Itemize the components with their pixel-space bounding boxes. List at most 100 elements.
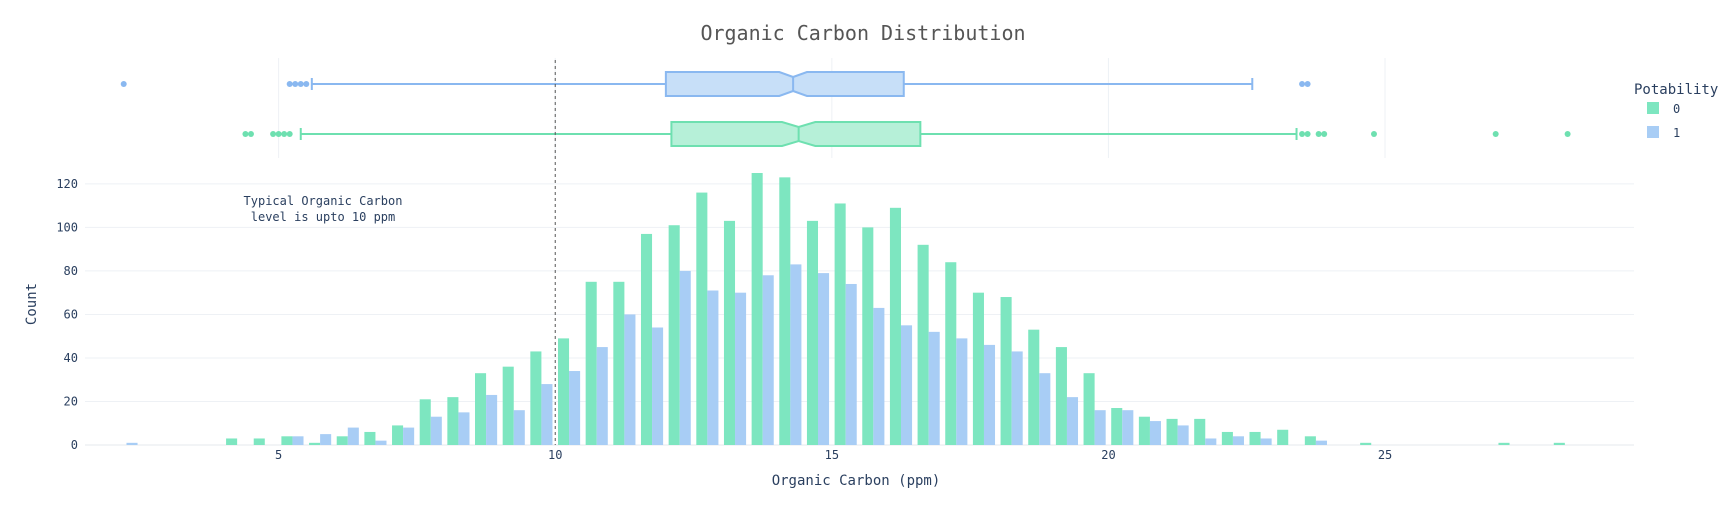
outlier-point	[281, 131, 288, 137]
histogram-bar	[983, 344, 996, 445]
histogram-bar	[1039, 373, 1051, 445]
outlier-point	[1321, 131, 1328, 137]
legend-title: Potability	[1634, 82, 1718, 98]
histogram-bar	[1260, 438, 1272, 445]
histogram-bar	[652, 327, 664, 445]
legend-swatch-0	[1647, 102, 1659, 114]
histogram-bar	[1304, 436, 1316, 445]
histogram-bar	[1315, 440, 1327, 445]
histogram-bar	[486, 394, 498, 445]
histogram-bar	[126, 442, 138, 445]
histogram-bar	[668, 225, 680, 445]
histogram-bar	[347, 427, 359, 445]
histogram-bar	[502, 366, 514, 445]
y-tick-label: 120	[56, 177, 78, 191]
outlier-point	[1299, 81, 1306, 87]
box-body	[664, 71, 905, 97]
axes: 0 20 40 60 80 100 120 5 10 15 20 25	[56, 177, 1392, 462]
histogram-bar	[557, 338, 570, 445]
histogram-bar	[679, 270, 691, 445]
outlier-point	[1304, 131, 1311, 137]
y-tick-label: 40	[64, 351, 78, 365]
histogram-bar	[640, 233, 653, 445]
histogram-bar	[1066, 397, 1079, 445]
outlier-point	[275, 131, 282, 137]
histogram-bar	[458, 412, 470, 445]
outlier-point	[270, 131, 277, 137]
outlier-point	[120, 81, 127, 87]
histogram-bar	[403, 427, 415, 445]
histogram-bar	[1000, 297, 1012, 445]
outlier-point	[1304, 81, 1311, 87]
histogram-bar	[928, 331, 940, 445]
histogram-bar	[834, 203, 846, 445]
y-tick-label: 20	[64, 394, 78, 408]
histogram-bar	[1166, 418, 1178, 445]
x-tick-label: 20	[1101, 448, 1115, 462]
histogram-bar	[309, 442, 321, 445]
histogram-bar	[1205, 438, 1217, 445]
histogram-bar	[1360, 442, 1372, 445]
histogram-bar	[1277, 429, 1289, 445]
histogram-bar	[873, 307, 885, 445]
histogram-bar	[806, 220, 819, 445]
histogram-bar	[1011, 351, 1023, 445]
annotation-line-2: level is upto 10 ppm	[251, 210, 396, 224]
y-tick-label: 0	[71, 438, 78, 452]
outlier-point	[242, 131, 249, 137]
x-tick-label: 15	[825, 448, 839, 462]
histogram-bar	[292, 436, 304, 445]
y-tick-label: 100	[56, 220, 78, 234]
histogram-bar	[1094, 410, 1106, 445]
histogram-bar	[945, 262, 957, 445]
legend-label-0: 0	[1673, 102, 1680, 116]
histogram-bar	[253, 438, 265, 445]
histogram-bar	[917, 244, 929, 445]
histogram-bar	[1028, 329, 1040, 445]
histogram-bar	[735, 292, 747, 445]
outlier-point	[303, 81, 310, 87]
histogram-bar	[1055, 347, 1067, 445]
boxplot-area	[120, 71, 1571, 147]
chart-title: Organic Carbon Distribution	[700, 21, 1025, 45]
outlier-point	[1299, 131, 1306, 137]
histogram-bar	[1221, 431, 1233, 445]
histogram-bar	[475, 373, 487, 445]
histogram-bar	[613, 281, 625, 445]
histogram-bar	[696, 192, 708, 445]
histogram-bar	[1249, 431, 1261, 445]
outlier-point	[1492, 131, 1499, 137]
histogram-bar	[707, 290, 719, 445]
legend[interactable]: Potability 0 1	[1634, 82, 1718, 140]
histogram-bar	[1177, 425, 1189, 445]
histogram-bar	[624, 314, 636, 445]
histogram-bar	[1194, 418, 1206, 445]
y-tick-label: 80	[64, 264, 78, 278]
legend-item-0[interactable]: 0	[1647, 102, 1680, 116]
histogram-bar	[900, 325, 913, 445]
histogram-bar	[419, 399, 431, 445]
outlier-point	[286, 131, 293, 137]
histogram-bar	[447, 397, 459, 445]
outlier-point	[286, 81, 293, 87]
outlier-point	[1370, 131, 1377, 137]
histogram-bar	[956, 338, 968, 445]
box-body	[670, 121, 922, 147]
histogram-bar	[723, 220, 736, 445]
histogram-bar	[596, 347, 608, 445]
legend-item-1[interactable]: 1	[1647, 126, 1680, 140]
legend-label-1: 1	[1673, 126, 1680, 140]
histogram-bar	[762, 275, 774, 445]
histogram-bar	[1149, 421, 1162, 445]
x-tick-label: 10	[548, 448, 562, 462]
histogram-bar	[585, 281, 597, 445]
histogram-bar	[1553, 442, 1565, 445]
histogram-bar	[541, 384, 553, 445]
histogram-bar	[972, 292, 984, 445]
histogram-bar	[281, 436, 293, 445]
histogram-bars	[126, 173, 1565, 446]
boxplot-1	[120, 71, 1311, 97]
histogram-bar	[336, 436, 348, 445]
boxplot-0	[242, 121, 1571, 147]
histogram-bar	[845, 283, 857, 445]
